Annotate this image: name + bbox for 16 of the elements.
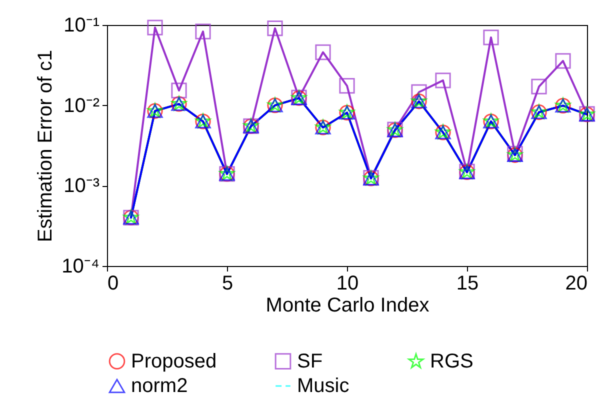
x-tick-label: 0 [108,272,119,294]
legend-label: SF [297,350,323,372]
legend-label: RGS [430,350,474,372]
x-tick-label: 20 [565,272,588,294]
y-tick-label: 10⁻² [64,94,100,117]
y-tick-label: 10⁻¹ [64,14,100,36]
y-axis-title: Estimation Error of c1 [34,50,57,242]
legend-label: Music [297,375,350,397]
x-tick-label: 15 [456,272,479,294]
x-tick-label: 5 [222,272,234,294]
legend-label: norm2 [131,375,188,397]
x-tick-label: 10 [336,272,359,294]
y-tick-label: 10⁻³ [64,175,100,198]
y-tick-label: 10⁻⁴ [62,256,100,278]
x-axis-title: Monte Carlo Index [266,294,430,316]
legend-label: Proposed [131,350,217,372]
